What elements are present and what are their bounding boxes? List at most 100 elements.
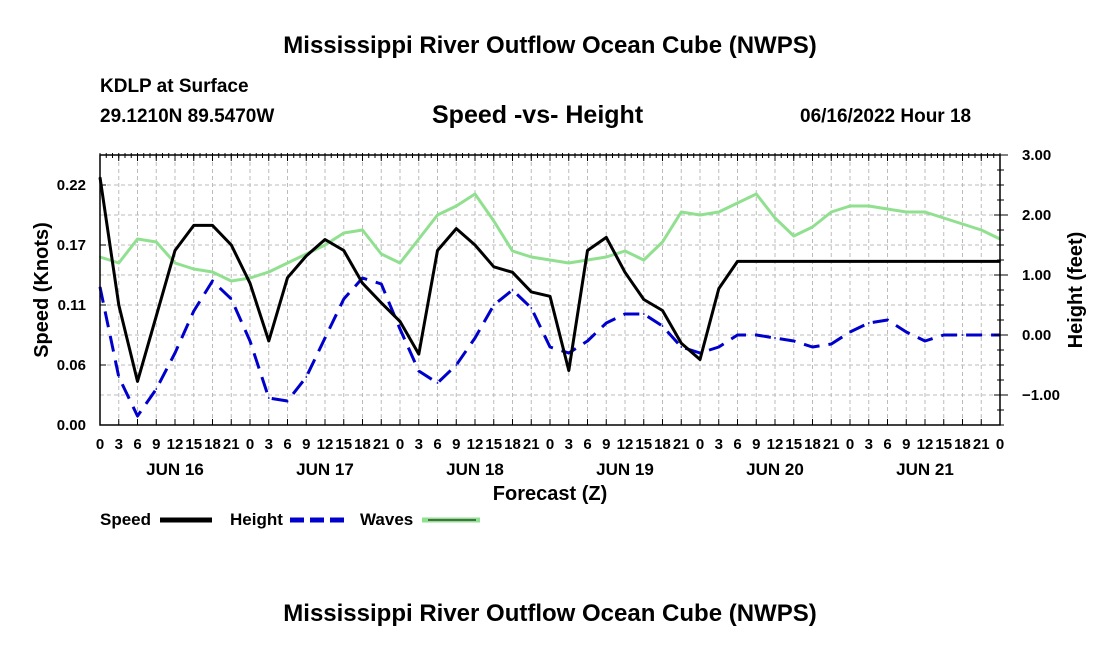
height-line-point bbox=[399, 328, 401, 330]
waves-line-point bbox=[267, 271, 270, 273]
height-line-point bbox=[136, 415, 139, 417]
x-tick-label: 18 bbox=[804, 436, 821, 453]
speed-line-point bbox=[361, 282, 364, 285]
speed-series bbox=[98, 176, 1001, 383]
x-tick-label: 12 bbox=[167, 436, 184, 453]
waves-line-point bbox=[474, 193, 476, 195]
x-tick-label: 21 bbox=[673, 436, 690, 453]
x-tick-label: 3 bbox=[415, 436, 423, 453]
height-line-point bbox=[436, 382, 439, 384]
height-line-point bbox=[492, 304, 495, 306]
speed-line-point bbox=[942, 260, 945, 263]
x-tick-label: 0 bbox=[846, 436, 854, 453]
issue-time: 06/16/2022 Hour 18 bbox=[800, 106, 972, 127]
speed-line-point bbox=[792, 260, 795, 263]
day-label: JUN 19 bbox=[596, 460, 654, 479]
height-line-point bbox=[211, 280, 214, 282]
x-axis-label: Forecast (Z) bbox=[493, 483, 607, 505]
height-line-point bbox=[792, 340, 795, 342]
waves-line-point bbox=[117, 262, 120, 264]
waves-line-point bbox=[492, 220, 495, 222]
height-line-point bbox=[267, 397, 270, 399]
left-tick-label: 0.00 bbox=[57, 417, 86, 434]
waves-line-point bbox=[211, 271, 214, 273]
speed-line-point bbox=[605, 236, 608, 239]
height-line-point bbox=[905, 331, 908, 333]
speed-line-point bbox=[736, 260, 739, 263]
height-line-point bbox=[811, 346, 814, 348]
waves-line-point bbox=[436, 214, 439, 216]
waves-line-point bbox=[924, 211, 926, 213]
speed-line-point bbox=[549, 295, 551, 298]
waves-line-point bbox=[155, 241, 158, 243]
height-line-point bbox=[549, 346, 551, 348]
speed-line-point bbox=[680, 342, 683, 345]
chart-grid bbox=[100, 155, 1000, 425]
x-tick-label: 0 bbox=[696, 436, 704, 453]
height-line-point bbox=[924, 340, 926, 342]
height-line-point bbox=[511, 289, 514, 291]
waves-line-point bbox=[567, 262, 570, 264]
height-line-point bbox=[961, 334, 964, 336]
x-tick-label: 0 bbox=[996, 436, 1004, 453]
x-tick-label: 15 bbox=[335, 436, 352, 453]
waves-line-point bbox=[511, 250, 514, 252]
waves-line-point bbox=[342, 232, 345, 234]
waves-line-point bbox=[380, 253, 383, 255]
height-line-point bbox=[455, 364, 458, 366]
speed-line-point bbox=[174, 249, 176, 252]
waves-line-point bbox=[811, 226, 814, 228]
x-tick-label: 6 bbox=[133, 436, 141, 453]
waves-line-point bbox=[192, 268, 195, 270]
chart-title: Mississippi River Outflow Ocean Cube (NW… bbox=[283, 32, 817, 59]
height-line-point bbox=[624, 313, 626, 315]
right-axis-ticks: −1.00 0.00 1.00 2.00 3.00 bbox=[994, 147, 1060, 426]
waves-line-point bbox=[961, 223, 964, 225]
waves-line-point bbox=[830, 211, 833, 213]
legend-label-speed: Speed bbox=[100, 510, 151, 529]
speed-line-point bbox=[699, 358, 701, 361]
speed-line-point bbox=[755, 260, 758, 263]
height-line-point bbox=[174, 352, 176, 354]
right-tick-label: 2.00 bbox=[1022, 207, 1051, 224]
x-tick-label: 21 bbox=[223, 436, 240, 453]
x-tick-label: 9 bbox=[452, 436, 460, 453]
day-label: JUN 17 bbox=[296, 460, 354, 479]
waves-line-point bbox=[549, 259, 551, 261]
x-tick-label: 18 bbox=[204, 436, 221, 453]
height-line-point bbox=[286, 400, 289, 402]
height-line-point bbox=[380, 283, 383, 285]
speed-line-point bbox=[980, 260, 983, 263]
height-series bbox=[98, 276, 1001, 418]
height-line-point bbox=[192, 310, 195, 312]
x-tick-label: 3 bbox=[265, 436, 273, 453]
height-line-point bbox=[117, 376, 120, 378]
chart-subtitle: Speed -vs- Height bbox=[432, 101, 644, 129]
day-label: JUN 18 bbox=[446, 460, 504, 479]
speed-line-point bbox=[830, 260, 833, 263]
waves-line-point bbox=[417, 238, 420, 240]
x-tick-label: 21 bbox=[373, 436, 390, 453]
x-tick-label: 15 bbox=[185, 436, 202, 453]
waves-line-point bbox=[792, 235, 795, 237]
height-line-point bbox=[980, 334, 983, 336]
x-tick-label: 0 bbox=[96, 436, 104, 453]
height-line-point bbox=[230, 298, 233, 300]
speed-line-point bbox=[305, 255, 308, 257]
left-tick-label: 0.06 bbox=[57, 357, 86, 374]
height-line-point bbox=[774, 337, 776, 339]
right-tick-label: 3.00 bbox=[1022, 147, 1051, 164]
waves-line-point bbox=[361, 229, 364, 231]
x-tick-label: 15 bbox=[935, 436, 952, 453]
speed-line-point bbox=[905, 260, 908, 263]
speed-line-point bbox=[380, 301, 383, 304]
x-tick-label: 9 bbox=[152, 436, 160, 453]
waves-line-point bbox=[624, 250, 626, 252]
speed-line-point bbox=[342, 249, 345, 252]
x-tick-label: 6 bbox=[433, 436, 441, 453]
right-tick-label: −1.00 bbox=[1022, 387, 1060, 404]
x-tick-label: 3 bbox=[115, 436, 123, 453]
waves-line-point bbox=[886, 208, 889, 210]
x-tick-label: 15 bbox=[635, 436, 652, 453]
day-label: JUN 20 bbox=[746, 460, 804, 479]
